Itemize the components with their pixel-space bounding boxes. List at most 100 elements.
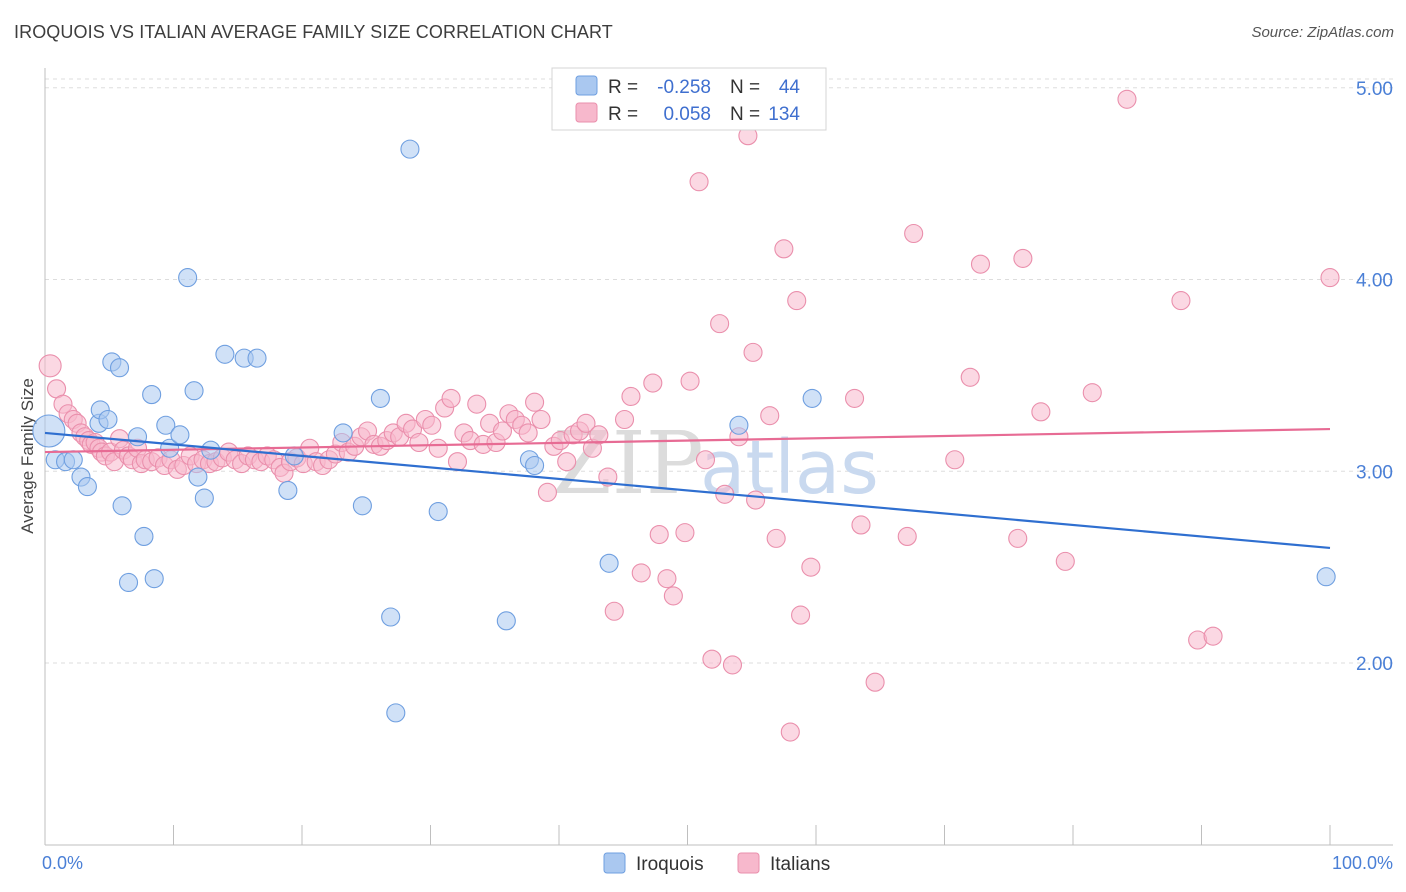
italians-point	[492, 421, 513, 441]
iroquois-point	[400, 139, 420, 159]
stats-box: R = -0.258 N = 44 R = 0.058 N = 134	[551, 67, 827, 131]
iroquois-point	[142, 385, 162, 405]
italians-point	[1203, 626, 1223, 646]
italians-point	[710, 314, 730, 334]
y-tick-label: 3.00	[1356, 462, 1393, 483]
italians-point	[851, 515, 871, 535]
italians-point	[865, 672, 885, 692]
italians-point	[780, 722, 800, 742]
legend-iroquois-swatch	[603, 852, 626, 874]
italians-point	[422, 415, 442, 435]
italians-point	[1008, 528, 1028, 548]
iroquois-point	[109, 358, 130, 378]
italians-point	[409, 432, 429, 453]
stats-iroquois-r-value: -0.258	[657, 77, 711, 98]
stats-box-frame	[551, 67, 827, 131]
italians-point	[904, 223, 924, 244]
iroquois-point	[127, 427, 148, 447]
italians-point	[518, 423, 538, 443]
stats-iroquois-swatch	[575, 75, 598, 96]
italians-trend-line	[44, 427, 1331, 454]
axes	[44, 68, 1393, 846]
iroquois-point	[496, 611, 516, 631]
italians-point	[1013, 248, 1033, 268]
iroquois-point	[599, 553, 619, 573]
italians-point	[945, 450, 965, 470]
iroquois-point	[112, 496, 132, 516]
italians-point	[801, 557, 821, 577]
italians-point	[604, 601, 624, 621]
legend: Iroquois Italians	[603, 852, 830, 875]
iroquois-point	[63, 450, 83, 470]
italians-point	[791, 605, 811, 625]
italians-point	[774, 239, 794, 259]
italians-point	[695, 450, 716, 470]
y-axis-tick-labels: 2.00 3.00 4.00 5.00	[1356, 79, 1393, 675]
iroquois-point	[370, 388, 390, 408]
x-tick-label-max: 100.0%	[1332, 853, 1393, 873]
iroquois-point	[156, 415, 176, 435]
iroquois-point	[1316, 567, 1336, 587]
y-tick-label: 5.00	[1356, 79, 1393, 100]
italians-point	[38, 354, 62, 378]
iroquois-point	[247, 348, 267, 368]
stats-iroquois-n-value: 44	[779, 77, 801, 98]
italians-point	[970, 254, 991, 274]
italians-point	[680, 371, 700, 391]
italians-point	[743, 342, 763, 362]
iroquois-point	[32, 414, 66, 448]
iroquois-point	[428, 501, 448, 522]
italians-point	[746, 490, 766, 510]
italians-point	[689, 172, 709, 192]
italians-point	[760, 406, 780, 426]
italians-point	[1117, 89, 1137, 109]
italians-point	[557, 452, 577, 472]
iroquois-point	[386, 703, 406, 723]
italians-point	[1082, 383, 1102, 403]
iroquois-point	[352, 496, 372, 516]
iroquois-point	[77, 477, 97, 497]
iroquois-point	[118, 572, 139, 593]
italians-point	[675, 523, 695, 543]
stats-iroquois-n-label: N =	[730, 77, 760, 98]
iroquois-points	[32, 139, 1336, 723]
iroquois-point	[98, 409, 118, 430]
italians-point	[1031, 402, 1051, 422]
italians-point	[428, 438, 448, 458]
italians-point	[787, 291, 807, 311]
italians-point	[663, 586, 683, 606]
italians-point	[897, 526, 917, 547]
legend-italians-label: Italians	[770, 854, 830, 875]
legend-iroquois-label: Iroquois	[636, 854, 704, 875]
iroquois-point	[188, 467, 208, 487]
italians-point	[631, 563, 651, 583]
y-tick-label: 4.00	[1356, 271, 1393, 292]
italians-point	[525, 392, 545, 412]
iroquois-point	[134, 526, 154, 547]
italians-point	[598, 467, 618, 487]
iroquois-trend-line	[44, 431, 1331, 550]
italians-point	[576, 413, 596, 433]
iroquois-point	[381, 607, 401, 627]
stats-italians-n-value: 134	[768, 104, 800, 125]
legend-italians-swatch	[737, 852, 760, 874]
italians-point	[441, 388, 461, 408]
chart-title: IROQUOIS VS ITALIAN AVERAGE FAMILY SIZE …	[14, 22, 613, 42]
iroquois-point	[184, 381, 204, 401]
iroquois-point	[215, 344, 235, 364]
stats-italians-r-label: R =	[608, 104, 638, 125]
iroquois-point	[278, 480, 298, 500]
italians-point	[702, 649, 722, 669]
iroquois-point	[525, 455, 545, 476]
italians-point	[614, 409, 635, 430]
italians-point	[467, 394, 487, 414]
italians-point	[447, 452, 468, 472]
iroquois-point	[178, 268, 198, 288]
stats-italians-swatch	[575, 102, 598, 123]
italians-point	[766, 528, 786, 548]
italians-point	[1171, 291, 1191, 311]
italians-point	[643, 373, 663, 393]
gridlines	[45, 78, 1393, 664]
italians-point	[657, 569, 677, 589]
